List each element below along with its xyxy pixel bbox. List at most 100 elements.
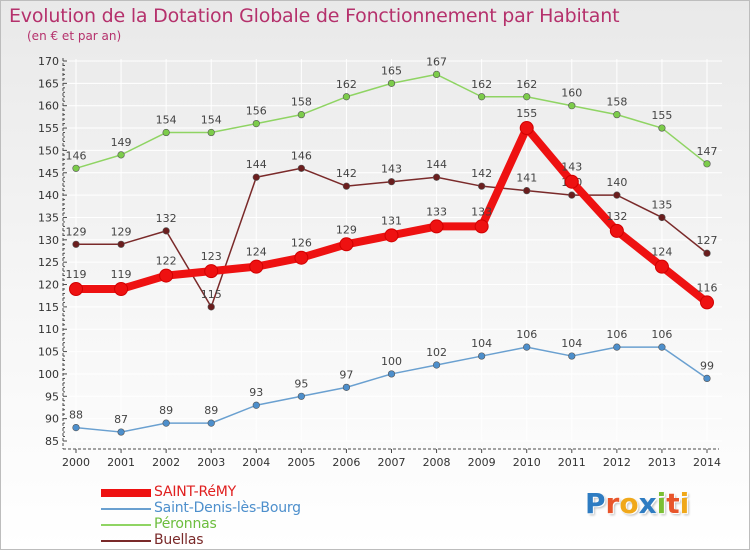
data-point bbox=[613, 343, 621, 351]
data-point bbox=[162, 128, 170, 137]
chart-title: Evolution de la Dotation Globale de Fonc… bbox=[9, 5, 620, 27]
data-label: 133 bbox=[426, 205, 447, 218]
data-label: 119 bbox=[66, 268, 87, 281]
data-label: 144 bbox=[426, 158, 447, 171]
data-label: 167 bbox=[426, 55, 447, 68]
data-label: 115 bbox=[201, 288, 222, 301]
data-label: 124 bbox=[246, 246, 267, 259]
x-tick-label: 2005 bbox=[287, 456, 315, 469]
y-tick-label: 125 bbox=[38, 256, 59, 269]
y-tick-label: 145 bbox=[38, 167, 59, 180]
logo-letter: t bbox=[666, 487, 680, 520]
data-label: 106 bbox=[606, 328, 627, 341]
data-label: 106 bbox=[516, 328, 537, 341]
data-point bbox=[478, 182, 486, 190]
legend-label: Saint-Denis-lès-Bourg bbox=[154, 500, 301, 516]
data-label: 149 bbox=[111, 136, 132, 149]
y-tick-label: 155 bbox=[38, 122, 59, 135]
data-point bbox=[658, 124, 666, 132]
data-label: 146 bbox=[66, 149, 87, 162]
data-point bbox=[207, 128, 215, 137]
data-point bbox=[654, 259, 669, 274]
data-point bbox=[204, 264, 219, 279]
x-tick-label: 2007 bbox=[378, 456, 406, 469]
data-label: 160 bbox=[561, 87, 582, 100]
data-point bbox=[117, 151, 125, 159]
y-tick-label: 105 bbox=[38, 346, 59, 359]
y-tick-label: 140 bbox=[38, 189, 59, 202]
data-point bbox=[703, 160, 711, 168]
data-point bbox=[69, 282, 83, 296]
y-tick-label: 110 bbox=[38, 323, 59, 336]
series-p-ronnas: 146 149 154 154 156 158 162 165 167 162 162 160 158 1… bbox=[66, 55, 718, 172]
data-label: 129 bbox=[66, 225, 87, 238]
logo-letter: o bbox=[619, 487, 639, 520]
data-label: 97 bbox=[339, 368, 353, 381]
data-label: 158 bbox=[291, 96, 312, 109]
data-point bbox=[387, 79, 396, 87]
y-tick-label: 170 bbox=[38, 55, 59, 68]
x-tick-label: 2010 bbox=[513, 456, 541, 469]
y-tick-label: 165 bbox=[38, 77, 59, 90]
x-tick-label: 2001 bbox=[107, 456, 135, 469]
data-point bbox=[72, 423, 80, 432]
data-label: 89 bbox=[204, 404, 218, 417]
data-label: 133 bbox=[471, 205, 492, 218]
data-label: 122 bbox=[156, 255, 177, 268]
data-label: 124 bbox=[651, 246, 672, 259]
data-point bbox=[523, 93, 531, 101]
data-label: 132 bbox=[606, 210, 627, 223]
data-label: 154 bbox=[156, 114, 177, 127]
data-point bbox=[523, 343, 531, 351]
series-saint-denis-l-s-bourg: 88 87 89 89 93 95 97 100 102 104 106 104 106 106 99 bbox=[69, 328, 714, 436]
data-label: 129 bbox=[336, 223, 357, 236]
data-point bbox=[207, 419, 215, 427]
data-label: 165 bbox=[381, 64, 402, 77]
data-point bbox=[568, 352, 576, 360]
data-point bbox=[613, 111, 621, 119]
data-point bbox=[658, 213, 666, 222]
y-tick-label: 115 bbox=[38, 301, 59, 314]
data-point bbox=[342, 93, 351, 101]
data-label: 143 bbox=[561, 161, 582, 174]
x-tick-label: 2006 bbox=[332, 456, 360, 469]
data-point bbox=[117, 428, 125, 436]
data-point bbox=[478, 352, 486, 360]
y-tick-label: 85 bbox=[45, 435, 59, 448]
y-tick-label: 130 bbox=[38, 234, 59, 247]
x-tick-label: 2013 bbox=[648, 456, 676, 469]
legend-swatch bbox=[101, 508, 151, 510]
data-label: 142 bbox=[471, 167, 492, 180]
data-point bbox=[387, 370, 396, 378]
data-label: 154 bbox=[201, 114, 222, 127]
data-point bbox=[342, 383, 351, 391]
logo-letter: P bbox=[585, 487, 606, 520]
data-label: 89 bbox=[159, 404, 173, 417]
data-point bbox=[568, 102, 576, 110]
data-point bbox=[294, 250, 309, 265]
data-label: 95 bbox=[294, 377, 308, 390]
data-label: 146 bbox=[291, 149, 312, 162]
data-label: 93 bbox=[249, 386, 263, 399]
data-label: 131 bbox=[381, 214, 402, 227]
data-label: 162 bbox=[471, 78, 492, 91]
legend-swatch bbox=[101, 540, 151, 542]
y-tick-label: 100 bbox=[38, 368, 59, 381]
series-saint-r-my: 119 119 122 123 124 126 129 131 133 133 155 143 132 1… bbox=[66, 107, 718, 310]
legend-swatch bbox=[101, 524, 151, 526]
data-point bbox=[429, 219, 444, 234]
x-tick-label: 2000 bbox=[62, 456, 90, 469]
data-point bbox=[568, 191, 576, 199]
data-label: 162 bbox=[336, 78, 357, 91]
y-tick-label: 135 bbox=[38, 211, 59, 224]
x-tick-label: 2008 bbox=[423, 456, 451, 469]
legend-swatch bbox=[101, 489, 151, 497]
data-point bbox=[252, 401, 260, 409]
data-point bbox=[207, 303, 215, 311]
data-point bbox=[387, 178, 396, 186]
series-buellas: 1291291321151441461421431441421411401401… bbox=[66, 149, 718, 311]
x-tick-label: 2012 bbox=[603, 456, 631, 469]
data-point bbox=[159, 268, 174, 283]
data-point bbox=[523, 187, 531, 195]
data-label: 147 bbox=[697, 145, 718, 158]
